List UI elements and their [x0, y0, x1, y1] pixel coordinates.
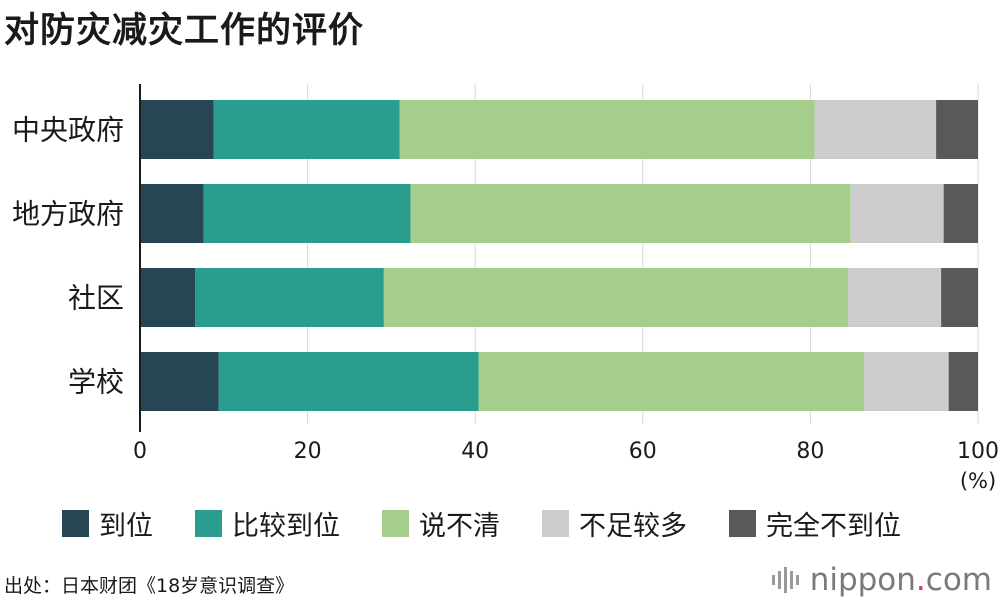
bar-segment — [140, 184, 204, 243]
category-label: 中央政府 — [12, 114, 124, 147]
legend-label: 比较到位 — [232, 510, 340, 542]
bar-segment — [410, 184, 851, 243]
legend-swatch — [542, 509, 569, 537]
legend-item: 到位 — [62, 504, 153, 543]
bar-segment — [864, 352, 949, 411]
x-tick-label: 60 — [629, 439, 657, 464]
legend-label: 不足较多 — [579, 510, 687, 542]
x-tick-label: 80 — [796, 439, 824, 464]
bar-segment — [948, 352, 978, 411]
legend-swatch — [62, 509, 89, 537]
legend-swatch — [195, 509, 222, 537]
legend-item: 不足较多 — [542, 504, 687, 543]
legend-swatch — [729, 509, 756, 537]
legend-item: 完全不到位 — [729, 504, 901, 543]
logo-name: nippon — [809, 562, 916, 598]
bar-segment — [140, 268, 196, 327]
legend-swatch — [382, 509, 409, 537]
logo-dot: . — [915, 562, 926, 598]
bar-segment — [848, 268, 942, 327]
logo-suffix: com — [925, 562, 992, 598]
category-label: 地方政府 — [12, 198, 124, 231]
chart-title: 对防灾减灾工作的评价 — [4, 11, 365, 51]
bar-segment — [936, 100, 978, 159]
category-label: 社区 — [68, 282, 124, 315]
legend-item: 说不清 — [382, 504, 500, 543]
bar-segment — [195, 268, 384, 327]
bar-segment — [941, 268, 978, 327]
bar-segment — [399, 100, 815, 159]
legend-item: 比较到位 — [195, 504, 340, 543]
chart-legend: 到位 比较到位 说不清 不足较多 完全不到位 — [62, 500, 943, 546]
bar-segment — [140, 352, 219, 411]
bar-segment — [140, 100, 214, 159]
bar-segment — [943, 184, 978, 243]
x-tick-label: 40 — [461, 439, 489, 464]
bar-segment — [814, 100, 937, 159]
x-tick-label: 100 — [957, 439, 999, 464]
nippon-logo: nippon. com — [771, 562, 992, 598]
bar-segment — [478, 352, 865, 411]
bar-segment — [218, 352, 479, 411]
sound-bars-icon — [771, 567, 802, 593]
legend-label: 到位 — [99, 510, 153, 542]
legend-label: 说不清 — [419, 510, 500, 542]
source-note: 出处：日本财团《18岁意识调查》 — [4, 575, 295, 597]
x-tick-label: 20 — [294, 439, 322, 464]
bar-segment — [850, 184, 944, 243]
bar-segment — [383, 268, 849, 327]
x-tick-label: 0 — [133, 439, 147, 464]
bar-segment — [213, 100, 400, 159]
bar-segment — [203, 184, 411, 243]
category-label: 学校 — [68, 366, 124, 399]
unit-label: (%) — [960, 469, 996, 493]
legend-label: 完全不到位 — [766, 510, 901, 542]
